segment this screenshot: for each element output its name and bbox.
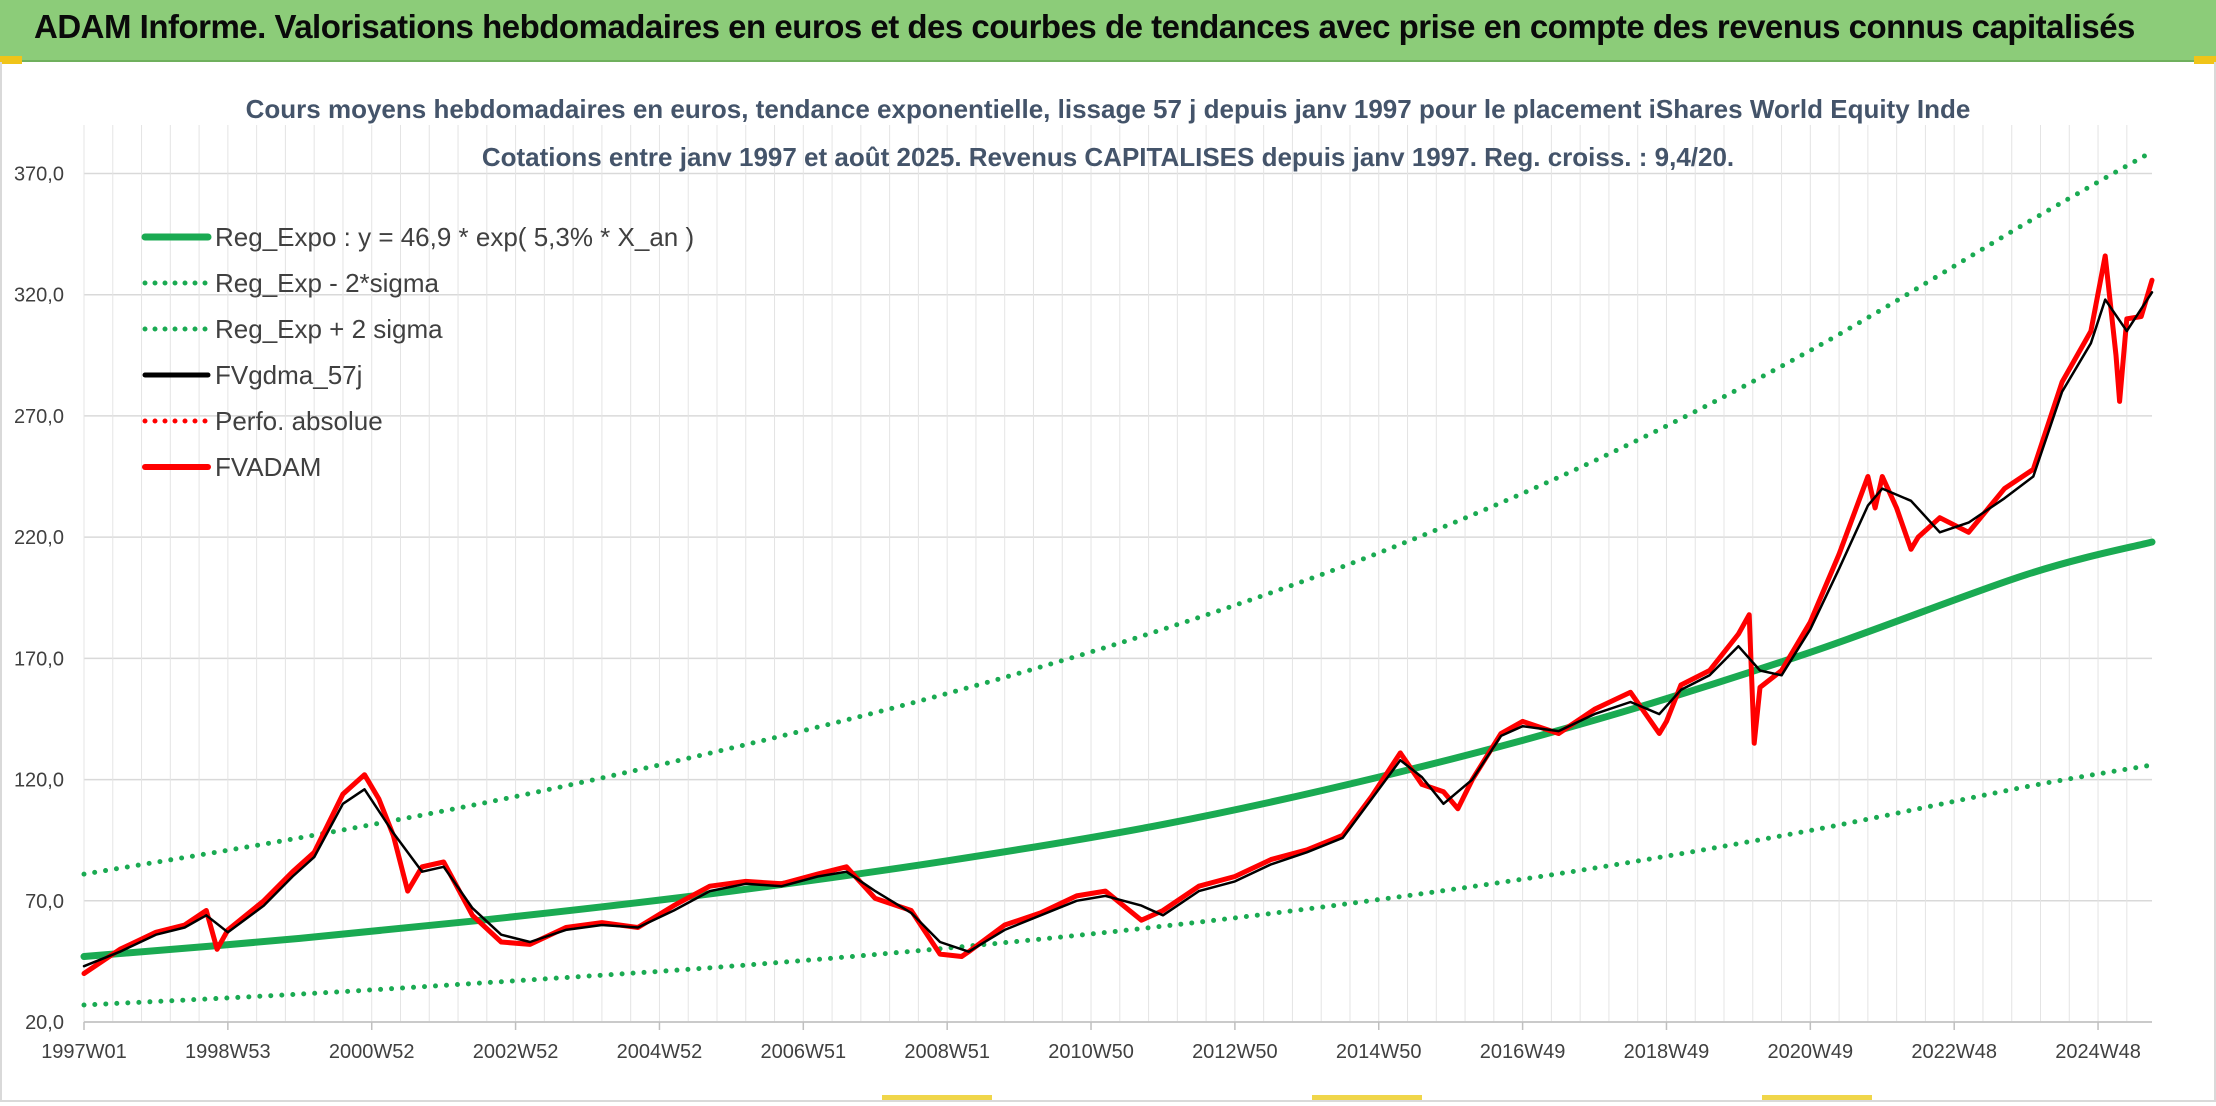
x-tick-label: 1997W01 <box>41 1041 127 1063</box>
corner-mark-left <box>0 56 22 64</box>
series-line-1 <box>81 762 2155 1008</box>
series-line-3 <box>82 291 2154 968</box>
legend-label: FVgdma_57j <box>215 360 362 390</box>
x-tick-label: 2010W50 <box>1048 1041 1134 1063</box>
grid-layer <box>83 125 2152 1023</box>
y-tick-label: 220,0 <box>14 527 64 549</box>
legend-label: FVADAM <box>215 452 321 482</box>
y-tick-label: 320,0 <box>14 285 64 307</box>
x-tick-label: 2020W49 <box>1768 1041 1854 1063</box>
series-line-0 <box>80 538 2156 961</box>
title-bar: ADAM Informe. Valorisations hebdomadaire… <box>0 0 2216 62</box>
chart-frame <box>0 62 2216 1102</box>
legend: Reg_Expo : y = 46,9 * exp( 5,3% * X_an )… <box>141 222 694 482</box>
x-tick-label: 2000W52 <box>329 1041 415 1063</box>
series-line-2 <box>81 149 2155 877</box>
x-tick-label: 2022W48 <box>1911 1041 1997 1063</box>
x-tick-label: 2016W49 <box>1480 1041 1566 1063</box>
x-tick-label: 2008W51 <box>904 1041 990 1063</box>
legend-label: Perfo. absolue <box>215 406 383 436</box>
series-layer <box>80 149 2156 1008</box>
legend-label: Reg_Expo : y = 46,9 * exp( 5,3% * X_an ) <box>215 222 694 252</box>
x-tick-label: 2006W51 <box>760 1041 846 1063</box>
x-tick-label: 2012W50 <box>1192 1041 1278 1063</box>
page-title: ADAM Informe. Valorisations hebdomadaire… <box>34 8 2135 45</box>
y-tick-label: 70,0 <box>25 891 64 913</box>
y-tick-label: 270,0 <box>14 406 64 428</box>
x-tick-label: 2024W48 <box>2055 1041 2141 1063</box>
x-tick-label: 1998W53 <box>185 1041 271 1063</box>
x-tick-label: 2004W52 <box>617 1041 703 1063</box>
series-line-5 <box>81 253 2155 976</box>
y-tick-label: 120,0 <box>14 770 64 792</box>
legend-label: Reg_Exp - 2*sigma <box>215 268 440 298</box>
y-tick-label: 370,0 <box>14 163 64 185</box>
legend-label: Reg_Exp + 2 sigma <box>215 314 443 344</box>
x-axis: 1997W01 1998W53 2000W52 2002W52 2004W52 2006W… <box>41 1022 2141 1063</box>
y-tick-label: 170,0 <box>14 648 64 670</box>
y-axis: 20,0 70,0 120,0 170,0 220,0 270,0 320,0 370,0 <box>14 163 64 1034</box>
chart-subtitle: Cotations entre janv 1997 et août 2025. … <box>482 142 1734 172</box>
x-tick-label: 2002W52 <box>473 1041 559 1063</box>
chart-title: Cours moyens hebdomadaires en euros, ten… <box>246 94 1971 124</box>
x-tick-label: 2014W50 <box>1336 1041 1422 1063</box>
y-tick-label: 20,0 <box>25 1012 64 1034</box>
corner-mark-right <box>2194 56 2216 64</box>
x-tick-label: 2018W49 <box>1624 1041 1710 1063</box>
